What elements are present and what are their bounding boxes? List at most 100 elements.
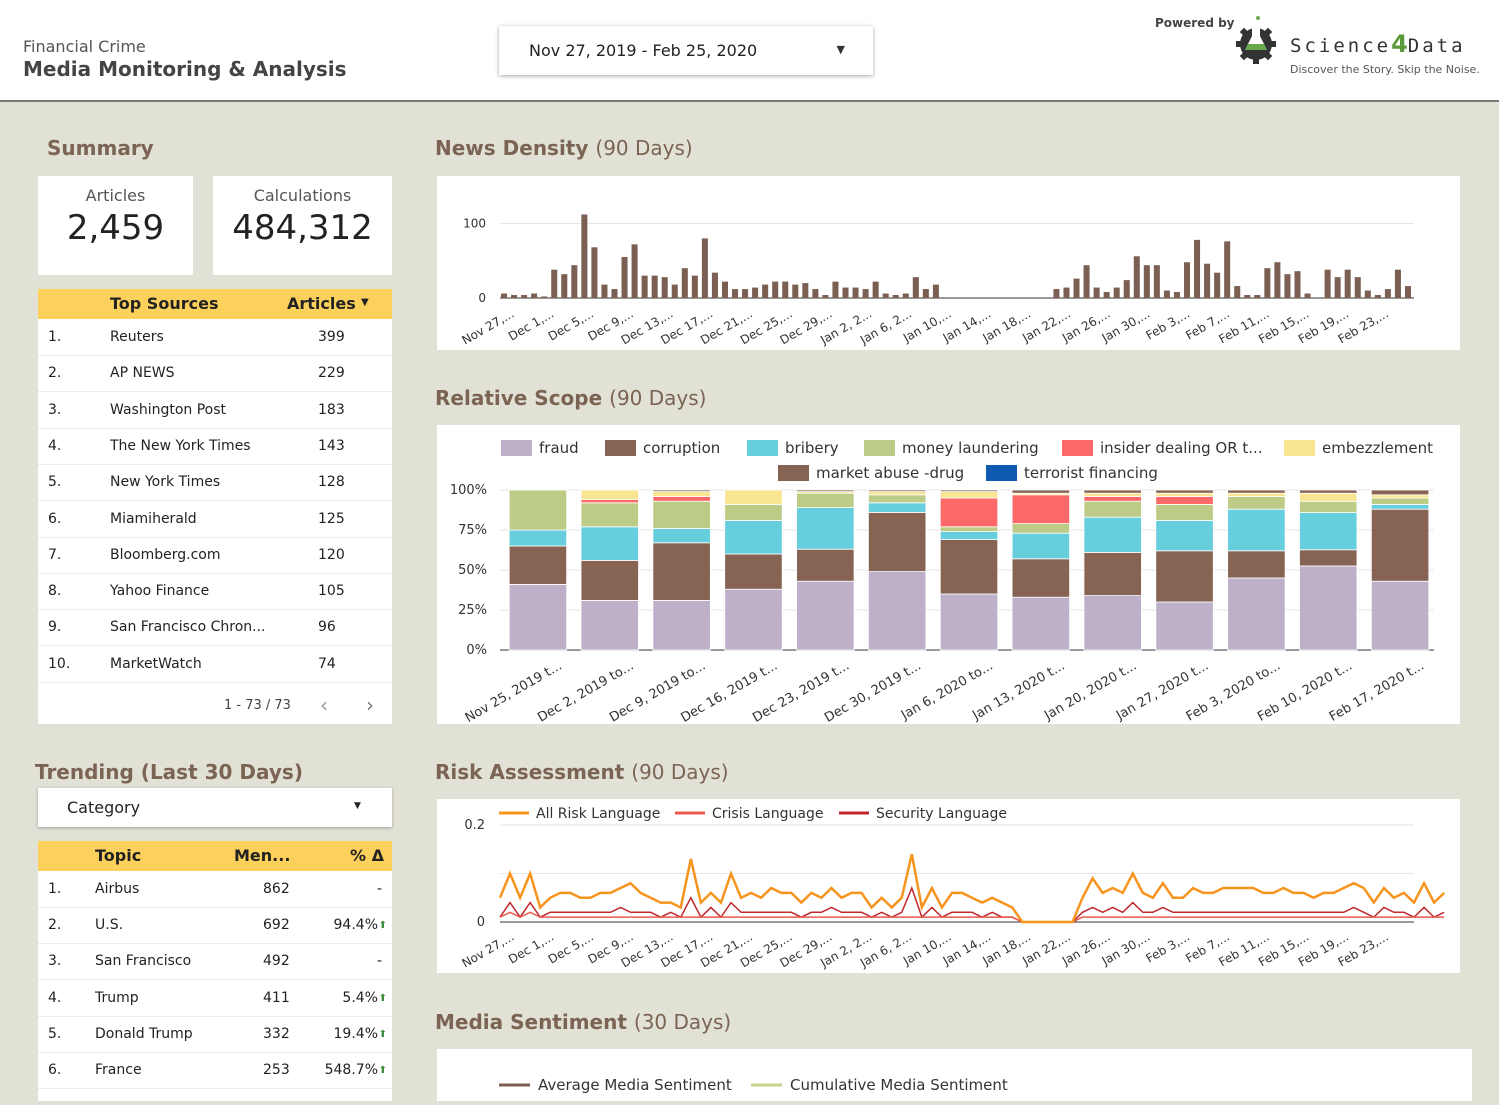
chevron-right-icon[interactable]: › xyxy=(366,693,374,717)
bar xyxy=(1123,280,1130,298)
media-sentiment-svg: Average Media Sentiment Cumulative Media … xyxy=(499,1076,1008,1094)
table-row[interactable]: 4. Trump 411 5.4% ⬆ xyxy=(38,980,392,1017)
row-rank: 6. xyxy=(48,1062,62,1078)
bar xyxy=(601,284,608,298)
bar xyxy=(1344,269,1351,298)
stacked-bar-segment xyxy=(1155,550,1214,603)
col-header-topic[interactable]: Topic xyxy=(95,846,142,865)
stacked-bar-segment xyxy=(939,491,999,499)
legend-label: Security Language xyxy=(876,806,1007,822)
legend-swatch xyxy=(1062,440,1093,456)
bar xyxy=(742,289,749,298)
trending-title: Trending (Last 30 Days) xyxy=(35,760,303,784)
table-row[interactable]: 8. Yahoo Finance 105 xyxy=(38,573,392,611)
x-tick-label: Feb 3,... xyxy=(1144,929,1193,965)
stacked-bar-segment xyxy=(1370,504,1430,510)
stacked-bar-segment xyxy=(1011,523,1070,534)
bar xyxy=(671,284,678,298)
row-pct-change: 94.4% xyxy=(333,917,378,934)
news-density-chart: 0 100 Nov 27,... Dec 1,... Dec 5,... Dec 9,..… xyxy=(437,176,1460,350)
sort-desc-icon[interactable]: ▼ xyxy=(361,297,369,308)
table-row[interactable]: 7. Bloomberg.com 120 xyxy=(38,537,392,574)
stacked-bar-segment xyxy=(580,489,639,501)
category-dropdown[interactable]: Category ▼ xyxy=(38,788,392,827)
chevron-left-icon[interactable]: ‹ xyxy=(320,693,328,717)
bar xyxy=(1324,269,1331,298)
table-row[interactable]: 3. San Francisco 492 - xyxy=(38,943,392,981)
table-row[interactable]: 3. Washington Post 183 xyxy=(38,392,392,429)
table-row[interactable]: 6. France 253 548.7% ⬆ xyxy=(38,1052,392,1089)
stacked-bar-segment xyxy=(580,559,639,601)
row-source-name: Miamiherald xyxy=(110,510,197,527)
table-row[interactable]: 1. Airbus 862 - xyxy=(38,871,392,908)
date-range-picker[interactable]: Nov 27, 2019 - Feb 25, 2020 ▼ xyxy=(499,26,873,75)
bar xyxy=(1113,287,1120,298)
stacked-bar-segment xyxy=(724,489,783,505)
row-article-count: 229 xyxy=(318,365,345,382)
bar xyxy=(1274,262,1281,298)
bar xyxy=(721,281,728,298)
powered-by-label: Powered by xyxy=(1155,16,1235,30)
bar xyxy=(1234,286,1241,298)
row-mentions: 862 xyxy=(263,881,290,897)
bar xyxy=(1364,290,1371,298)
stacked-bar-segment xyxy=(508,583,568,651)
table-row[interactable]: 2. AP NEWS 229 xyxy=(38,355,392,393)
stacked-bar-segment xyxy=(652,599,711,651)
legend-swatch xyxy=(986,465,1017,481)
bar xyxy=(1284,274,1291,298)
table-row[interactable]: 6. Miamiherald 125 xyxy=(38,501,392,538)
bar xyxy=(1354,277,1361,298)
col-header-source[interactable]: Top Sources xyxy=(110,294,219,313)
stacked-bar-segment xyxy=(1083,489,1142,494)
bar xyxy=(762,284,769,298)
y-tick-label: 0 xyxy=(477,915,485,930)
x-tick-label: Nov 27,... xyxy=(459,306,516,347)
bar xyxy=(922,289,929,298)
bar xyxy=(1334,277,1341,298)
trending-table: Topic Men... % Δ 1. Airbus 862 - 2. U.S. 692 94… xyxy=(38,841,392,1101)
bar xyxy=(902,293,909,298)
table-row[interactable]: 9. San Francisco Chron... 96 xyxy=(38,609,392,647)
stacked-bar-segment xyxy=(1155,504,1214,521)
bar xyxy=(691,275,698,298)
stacked-bar-segment xyxy=(1155,492,1214,497)
stacked-bar-segment xyxy=(939,489,999,493)
col-header-mentions[interactable]: Men... xyxy=(234,846,291,865)
table-row[interactable]: 2. U.S. 692 94.4% ⬆ xyxy=(38,907,392,945)
legend-label: Crisis Language xyxy=(712,806,823,822)
col-header-articles[interactable]: Articles xyxy=(287,294,356,313)
table-row[interactable]: 1. Reuters 399 xyxy=(38,319,392,356)
trend-up-arrow-icon: ⬆ xyxy=(378,1065,387,1076)
stacked-bar-segment xyxy=(580,499,639,504)
stacked-bar-segment xyxy=(939,526,999,533)
row-source-name: New York Times xyxy=(110,474,221,491)
trending-header: Topic Men... % Δ xyxy=(38,841,392,871)
row-topic: France xyxy=(95,1062,142,1078)
col-header-pct-change[interactable]: % Δ xyxy=(350,846,384,865)
table-row[interactable]: 5. Donald Trump 332 19.4% ⬆ xyxy=(38,1016,392,1053)
bar xyxy=(541,296,548,298)
table-row[interactable]: 4. The New York Times 143 xyxy=(38,428,392,465)
calculations-kpi-label: Calculations xyxy=(253,186,352,205)
articles-kpi-card: Articles 2,459 xyxy=(38,176,193,275)
risk-assessment-chart: All Risk Language Crisis Language Security… xyxy=(437,799,1460,973)
stacked-bar-segment xyxy=(939,497,999,528)
row-article-count: 143 xyxy=(318,437,345,454)
legend-swatch xyxy=(501,440,532,456)
stacked-bar-segment xyxy=(652,500,711,529)
stacked-bar-segment xyxy=(1155,601,1214,651)
stacked-bar-segment xyxy=(1083,492,1142,497)
table-row[interactable]: 5. New York Times 128 xyxy=(38,464,392,502)
bar xyxy=(822,295,829,298)
stacked-bar-segment xyxy=(1083,595,1142,651)
x-tick-label: Nov 27,... xyxy=(459,929,516,970)
stacked-bar-segment xyxy=(1299,565,1358,651)
series-line xyxy=(498,853,1446,924)
table-row[interactable]: 10. MarketWatch 74 xyxy=(38,646,392,683)
stacked-bar-segment xyxy=(1370,580,1430,651)
legend-label: bribery xyxy=(785,439,839,457)
bar xyxy=(1143,265,1150,298)
stacked-bar-segment xyxy=(652,528,711,544)
stacked-bar-segment xyxy=(1083,516,1142,553)
